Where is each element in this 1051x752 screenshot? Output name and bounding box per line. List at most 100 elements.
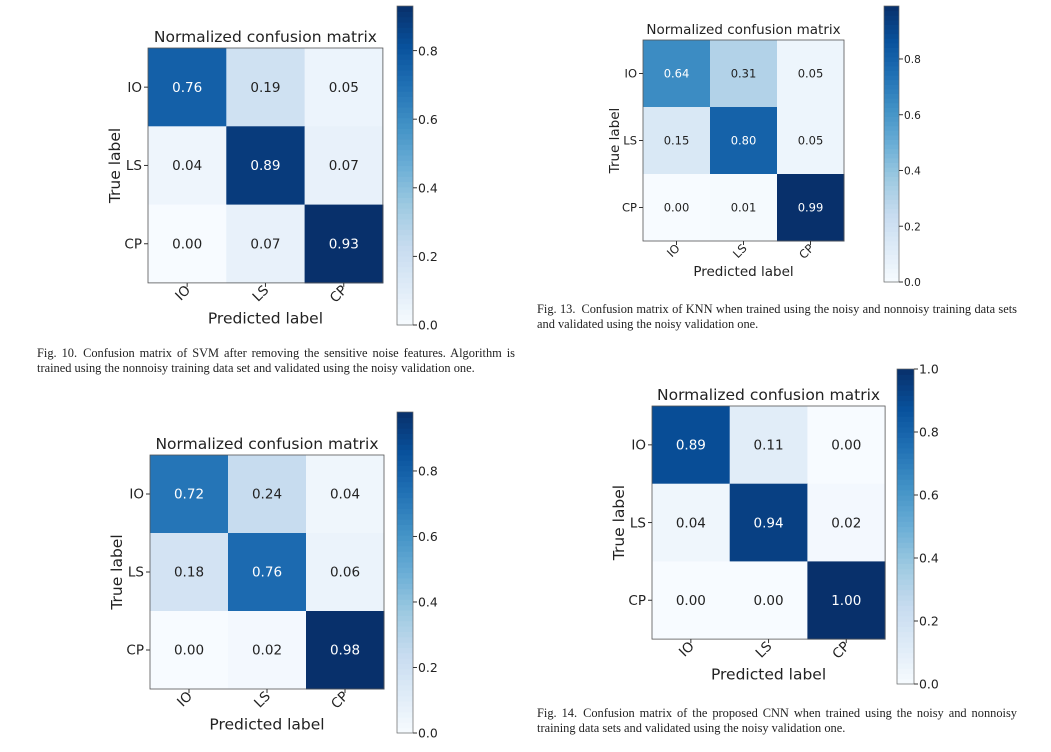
colorbar-segment xyxy=(897,579,914,585)
cell-value-label: 0.02 xyxy=(252,643,282,659)
cell-value-label: 0.04 xyxy=(676,515,706,531)
colorbar-segment xyxy=(897,437,914,444)
colorbar-segment xyxy=(884,70,899,76)
x-axis-label: Predicted label xyxy=(693,264,793,280)
matrix-cell xyxy=(148,48,227,127)
colorbar-segment xyxy=(897,657,914,664)
colorbar-segment xyxy=(397,663,413,670)
colorbar-segment xyxy=(884,42,899,48)
colorbar-tick-label: 0.0 xyxy=(904,277,921,289)
cell-value-label: 0.11 xyxy=(754,438,784,454)
colorbar-segment xyxy=(897,600,914,606)
colorbar-segment xyxy=(397,223,413,230)
x-tick-label: IO xyxy=(676,639,698,661)
matrix-cell xyxy=(150,455,229,534)
colorbar-segment xyxy=(884,190,899,196)
colorbar-segment xyxy=(397,668,413,675)
colorbar-segment xyxy=(884,162,899,168)
colorbar-segment xyxy=(397,599,413,606)
colorbar-segment xyxy=(397,513,413,520)
cell-value-label: 0.19 xyxy=(250,80,280,96)
colorbar-segment xyxy=(397,454,413,461)
cell-value-label: 0.00 xyxy=(831,438,861,454)
colorbar-segment xyxy=(397,476,413,483)
colorbar-segment xyxy=(397,96,413,103)
cell-value-label: 0.80 xyxy=(731,134,757,148)
colorbar-segment xyxy=(897,584,914,591)
y-tick-label: IO xyxy=(631,438,646,454)
matrix-cell xyxy=(226,126,306,206)
colorbar-segment xyxy=(397,519,413,525)
figure-14-caption: Fig. 14. Confusion matrix of the proposed… xyxy=(537,706,1017,736)
colorbar-tick-label: 0.6 xyxy=(904,110,921,122)
colorbar-segment xyxy=(397,229,413,236)
colorbar-segment xyxy=(397,176,413,183)
cell-value-label: 1.00 xyxy=(831,593,861,609)
colorbar-segment xyxy=(397,567,413,574)
colorbar-segment xyxy=(397,165,413,172)
cell-value-label: 0.00 xyxy=(664,201,690,215)
cell-value-label: 0.15 xyxy=(664,134,690,148)
colorbar-segment xyxy=(397,727,413,734)
cell-value-label: 0.64 xyxy=(664,67,690,81)
colorbar-segment xyxy=(897,421,914,428)
cell-value-label: 0.01 xyxy=(731,201,757,215)
colorbar-tick-label: 0.8 xyxy=(418,43,438,58)
colorbar-tick-label: 0.0 xyxy=(919,677,939,692)
colorbar-segment xyxy=(397,658,413,665)
matrix-cell xyxy=(228,611,307,690)
cell-value-label: 0.05 xyxy=(798,67,824,81)
caption-text: Confusion matrix of SVM after removing t… xyxy=(37,346,516,375)
colorbar-segment xyxy=(897,453,914,459)
colorbar-segment xyxy=(884,24,899,30)
colorbar-segment xyxy=(397,43,413,50)
colorbar-segment xyxy=(397,271,413,278)
colorbar-segment xyxy=(397,27,413,34)
colorbar-segment xyxy=(397,647,413,654)
colorbar-segment xyxy=(397,11,413,18)
colorbar-segment xyxy=(897,479,914,486)
x-tick-label: CP xyxy=(829,639,853,663)
colorbar-segment xyxy=(397,604,413,611)
colorbar-segment xyxy=(397,85,413,92)
cell-value-label: 0.05 xyxy=(798,134,824,148)
colorbar-segment xyxy=(897,442,914,449)
colorbar-segment xyxy=(397,716,413,723)
cell-value-label: 0.00 xyxy=(754,593,784,609)
colorbar-tick-label: 0.2 xyxy=(919,614,939,629)
matrix-cell xyxy=(710,174,778,242)
colorbar-segment xyxy=(884,240,899,246)
colorbar-segment xyxy=(897,416,914,423)
colorbar-segment xyxy=(897,516,914,522)
colorbar-segment xyxy=(397,117,413,124)
colorbar-segment xyxy=(397,711,413,718)
colorbar-tick-label: 0.4 xyxy=(904,166,921,178)
colorbar-segment xyxy=(897,400,914,407)
colorbar-segment xyxy=(884,217,899,223)
x-tick-label: LS xyxy=(730,241,750,261)
colorbar-segment xyxy=(897,526,914,533)
colorbar-segment xyxy=(397,577,413,584)
colorbar-segment xyxy=(397,609,413,616)
x-axis-label: Predicted label xyxy=(209,716,324,734)
colorbar-segment xyxy=(397,266,413,273)
colorbar-segment xyxy=(897,542,914,549)
colorbar-segment xyxy=(397,69,413,76)
colorbar-segment xyxy=(884,226,899,232)
colorbar-tick-label: 0.4 xyxy=(418,181,438,196)
matrix-cell xyxy=(226,204,306,284)
colorbar-segment xyxy=(397,545,413,552)
colorbar-segment xyxy=(884,176,899,182)
cell-value-label: 0.94 xyxy=(754,515,784,531)
chart-title: Normalized confusion matrix xyxy=(646,22,840,38)
colorbar-segment xyxy=(897,673,914,680)
caption-text: Confusion matrix of the proposed CNN whe… xyxy=(537,706,1017,735)
y-tick-label: IO xyxy=(127,80,142,96)
colorbar-segment xyxy=(884,98,899,104)
matrix-cell xyxy=(643,40,711,108)
colorbar-segment xyxy=(884,185,899,191)
colorbar-segment xyxy=(897,652,914,659)
matrix-cell xyxy=(304,204,384,284)
confusion-matrix-chart-3: Normalized confusion matrix 0.72 0.24 0.04 0… xyxy=(108,411,438,741)
colorbar-segment xyxy=(897,447,914,454)
